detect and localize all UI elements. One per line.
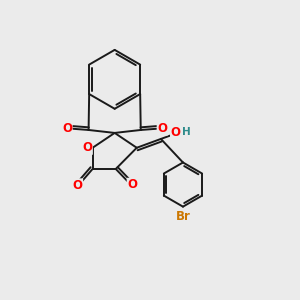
Text: O: O — [82, 141, 92, 154]
Text: H: H — [182, 127, 191, 137]
Text: O: O — [171, 126, 181, 139]
Text: O: O — [127, 178, 137, 191]
Text: O: O — [157, 122, 167, 135]
Text: O: O — [73, 179, 82, 192]
Text: O: O — [62, 122, 72, 135]
Text: Br: Br — [176, 210, 190, 223]
